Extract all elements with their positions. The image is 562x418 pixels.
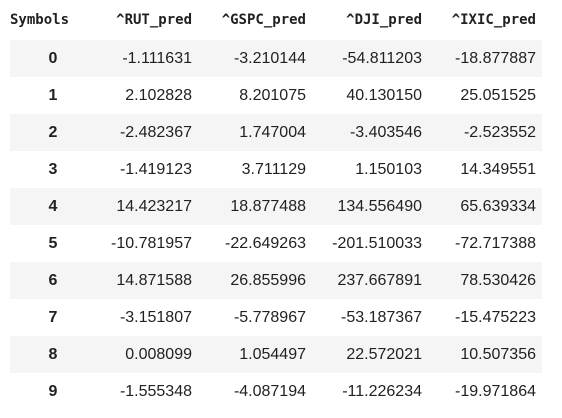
table-cell: -2.523552 [463,123,536,141]
table-cell: 0.008099 [125,345,192,363]
table-cell: 3.711129 [241,160,306,178]
table-row: 8 0.008099 1.054497 22.572021 10.507356 [10,336,542,373]
table-cell: -2.482367 [119,123,192,141]
table-cell: 1.150103 [355,160,422,178]
table-cell: 22.572021 [346,345,422,363]
table-cell: 40.130150 [346,86,422,104]
table-cell: -5.778967 [233,308,306,326]
table-cell: -1.555348 [119,382,192,400]
table-cell: 8.201075 [239,86,306,104]
column-header: ^IXIC_pred [451,12,536,28]
table-cell: 25.051525 [460,86,536,104]
index-header: Symbols [10,12,70,28]
table-cell: -54.811203 [342,49,422,67]
table-row: 1 2.102828 8.201075 40.130150 25.051525 [10,77,542,114]
table-cell: -3.210144 [233,49,306,67]
row-index: 8 [48,345,58,363]
table-cell: -15.475223 [455,308,536,326]
table-cell: 18.877488 [230,197,306,215]
table-row: 6 14.871588 26.855996 237.667891 78.5304… [10,262,542,299]
table-cell: -10.781957 [111,234,192,252]
table-cell: 237.667891 [337,271,422,289]
table-cell: 10.507356 [460,345,536,363]
row-index: 1 [48,86,58,104]
table-cell: -11.226234 [342,382,422,400]
table-cell: -22.649263 [225,234,306,252]
table-cell: 2.102828 [125,86,192,104]
row-index: 6 [48,271,58,289]
table-cell: 1.747004 [239,123,306,141]
table-cell: -53.187367 [341,308,422,326]
row-index: 4 [48,197,58,215]
row-index: 5 [48,234,58,252]
table-cell: -19.971864 [455,382,536,400]
table-cell: 26.855996 [230,271,306,289]
table-cell: -4.087194 [233,382,306,400]
row-index: 2 [48,123,58,141]
predictions-table: Symbols ^RUT_pred ^GSPC_pred ^DJI_pred ^… [10,0,542,410]
table-cell: 78.530426 [460,271,536,289]
table-cell: 14.423217 [116,197,192,215]
table-cell: -201.510033 [332,234,422,252]
table-row: 0 -1.111631 -3.210144 -54.811203 -18.877… [10,40,542,77]
table-row: 3 -1.419123 3.711129 1.150103 14.349551 [10,151,542,188]
table-cell: -3.151807 [119,308,192,326]
table-row: 7 -3.151807 -5.778967 -53.187367 -15.475… [10,299,542,336]
table-cell: -3.403546 [349,123,422,141]
table-row: 2 -2.482367 1.747004 -3.403546 -2.523552 [10,114,542,151]
column-header: ^DJI_pred [346,12,422,28]
table-row: 9 -1.555348 -4.087194 -11.226234 -19.971… [10,373,542,410]
table-row: 5 -10.781957 -22.649263 -201.510033 -72.… [10,225,542,262]
column-header: ^RUT_pred [116,12,192,28]
column-header: ^GSPC_pred [221,12,306,28]
table-cell: -18.877887 [455,49,536,67]
row-index: 7 [48,308,58,326]
table-row: 4 14.423217 18.877488 134.556490 65.6393… [10,188,542,225]
table-cell: 65.639334 [460,197,536,215]
table-cell: -72.717388 [455,234,536,252]
row-index: 3 [48,160,58,178]
row-index: 9 [48,382,58,400]
header-row: Symbols ^RUT_pred ^GSPC_pred ^DJI_pred ^… [10,0,542,40]
table-cell: 1.054497 [239,345,306,363]
table-cell: 134.556490 [337,197,422,215]
table-cell: 14.871588 [116,271,192,289]
table-cell: 14.349551 [460,160,536,178]
table-cell: -1.111631 [122,49,192,67]
row-index: 0 [48,49,58,67]
dataframe-output: Symbols ^RUT_pred ^GSPC_pred ^DJI_pred ^… [10,0,542,410]
table-cell: -1.419123 [119,160,192,178]
